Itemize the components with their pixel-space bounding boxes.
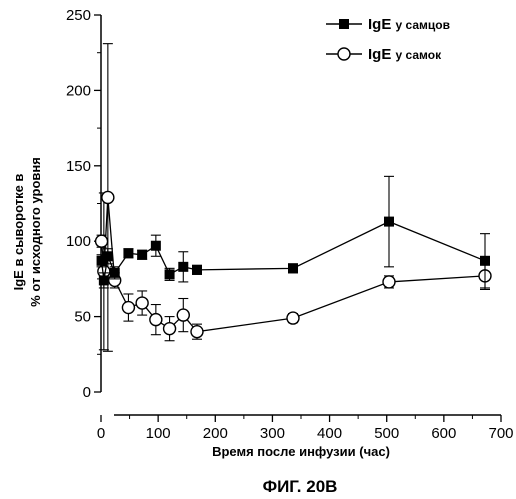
x-tick-label: 700 <box>488 425 513 442</box>
data-point <box>287 312 299 324</box>
data-point <box>164 323 176 335</box>
data-point <box>102 191 114 203</box>
legend-marker-females <box>338 48 350 60</box>
data-point <box>178 262 188 272</box>
series-males <box>97 176 490 288</box>
x-tick-label: 600 <box>431 425 456 442</box>
legend-label-males: IgE у самцов <box>368 16 450 33</box>
x-tick-label: 400 <box>317 425 342 442</box>
data-point <box>96 235 108 247</box>
chart-marks <box>96 44 491 352</box>
data-point <box>151 241 161 251</box>
y-tick-label: 50 <box>74 309 91 326</box>
y-tick-label: 200 <box>66 82 91 99</box>
data-point <box>110 268 120 278</box>
data-point <box>480 256 490 266</box>
x-tick-label: 500 <box>374 425 399 442</box>
data-point <box>137 250 147 260</box>
y-tick-label: 150 <box>66 158 91 175</box>
legend-entry-males: IgE у самцов <box>326 16 450 33</box>
legend-entry-females: IgE у самок <box>326 46 442 63</box>
y-axis-title: IgE в сыворотке в % от исходного уровня <box>11 157 43 307</box>
y-tick-label: 100 <box>66 233 91 250</box>
data-point <box>150 314 162 326</box>
y-tick-label: 0 <box>83 384 91 401</box>
x-axis-title: Время после инфузии (час) <box>212 444 390 459</box>
chart-axes: 0 50 100 150 200 250 0 100 200 300 400 500 600 700 <box>66 7 514 442</box>
data-point <box>191 326 203 338</box>
data-point <box>177 309 189 321</box>
data-point <box>383 276 395 288</box>
y-axis-title-line-2: % от исходного уровня <box>28 157 43 307</box>
data-point <box>288 263 298 273</box>
data-point <box>103 251 113 261</box>
y-tick-label: 250 <box>66 7 91 24</box>
data-point <box>122 302 134 314</box>
x-tick-label: 300 <box>260 425 285 442</box>
x-tick-label: 200 <box>203 425 228 442</box>
data-point <box>384 217 394 227</box>
legend-label-females: IgE у самок <box>368 46 442 63</box>
data-point <box>192 265 202 275</box>
figure-caption: ФИГ. 20В <box>263 477 338 496</box>
data-point <box>136 297 148 309</box>
y-axis-title-line-1: IgE в сыворотке в <box>11 174 26 291</box>
data-point <box>99 275 109 285</box>
x-tick-label: 0 <box>97 425 105 442</box>
data-point <box>165 269 175 279</box>
data-point <box>123 248 133 258</box>
x-tick-label: 100 <box>146 425 171 442</box>
legend: IgE у самцов IgE у самок <box>326 16 450 63</box>
series-females <box>96 44 491 352</box>
legend-marker-males <box>339 19 349 29</box>
